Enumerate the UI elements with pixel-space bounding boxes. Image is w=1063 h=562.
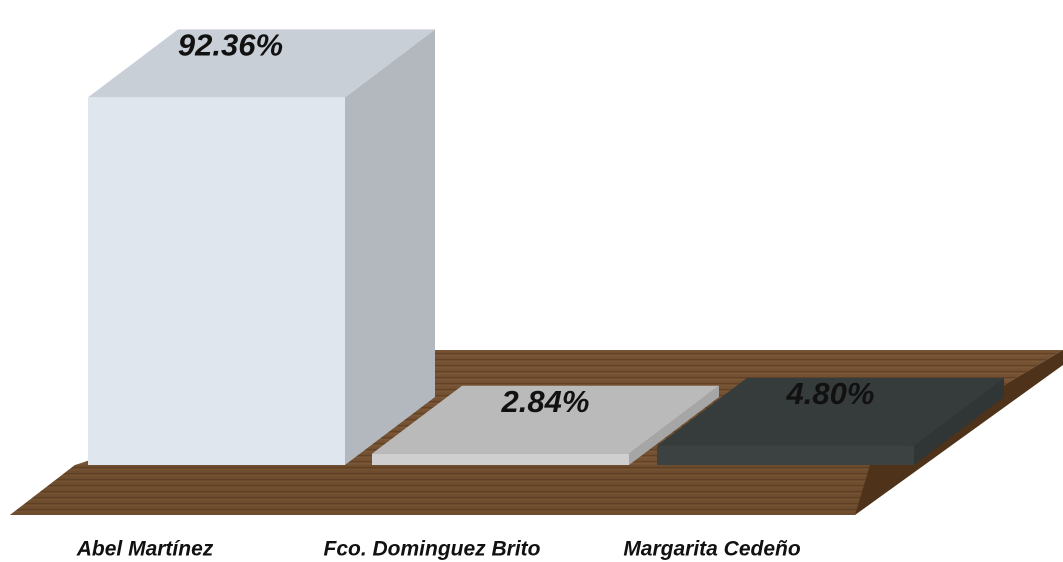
bar (657, 445, 914, 465)
bar-top (372, 385, 719, 454)
bar-side (629, 385, 719, 465)
value-label: 4.80% (786, 376, 875, 411)
bar-side (345, 29, 435, 466)
bar (372, 453, 629, 465)
bars (88, 29, 1004, 466)
bar-top (88, 29, 435, 98)
value-label: 92.36% (178, 28, 283, 63)
category-label: Abel Martínez (76, 538, 214, 561)
category-label: Fco. Dominguez Brito (324, 538, 541, 561)
category-label: Margarita Cedeño (623, 538, 801, 561)
bar-side (914, 377, 1004, 465)
floor-front (10, 465, 870, 515)
bar-top (657, 377, 1004, 446)
value-label: 2.84% (501, 384, 590, 419)
bar (88, 97, 345, 466)
